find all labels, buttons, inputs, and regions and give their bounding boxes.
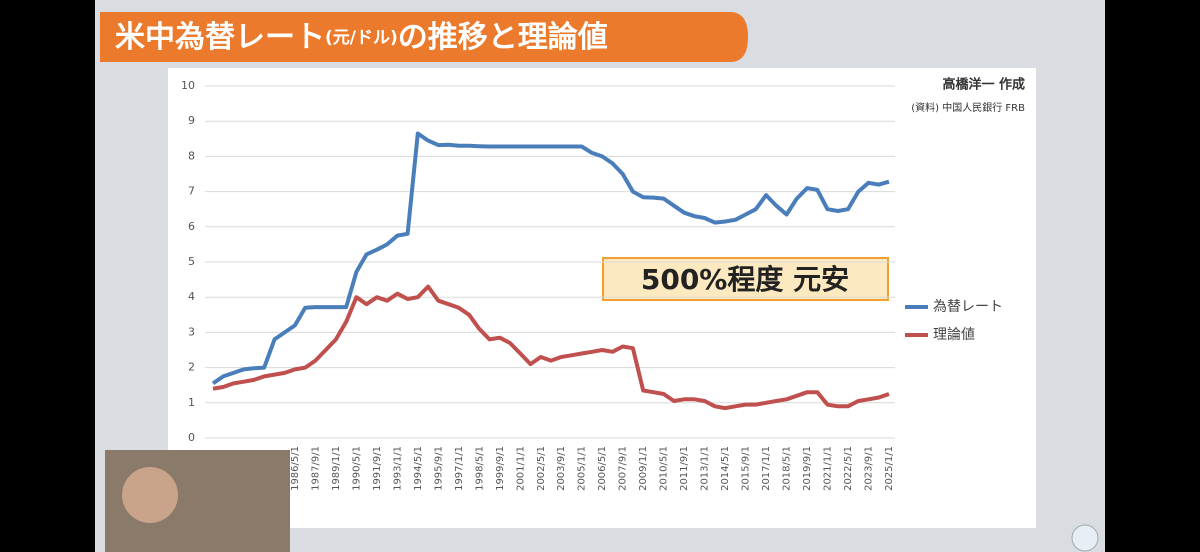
y-tick-label: 3 [188, 325, 195, 338]
y-tick-label: 10 [181, 79, 195, 92]
annotation: 500%程度 元安 [641, 263, 849, 296]
y-tick-label: 5 [188, 255, 195, 268]
x-tick-label: 2003/9/1 [556, 446, 567, 491]
x-tick-label: 1993/1/1 [392, 446, 403, 491]
y-tick-label: 1 [188, 396, 195, 409]
x-tick-label: 2006/5/1 [597, 446, 608, 491]
x-tick-label: 1991/9/1 [372, 446, 383, 491]
x-tick-label: 1998/5/1 [474, 446, 485, 491]
x-tick-label: 2007/9/1 [618, 446, 629, 491]
x-tick-label: 1994/5/1 [413, 446, 424, 491]
x-tick-label: 2023/9/1 [864, 446, 875, 491]
source: (資料) 中国人民銀行 FRB [911, 101, 1025, 114]
series-line [211, 131, 890, 386]
x-tick-label: 2013/1/1 [700, 446, 711, 491]
plot-area: 0 1 2 3 4 5 6 7 8 9 10 1986/5/1 1987/9/1 1989/1/1 1990… [181, 79, 1003, 491]
x-tick-label: 1997/1/1 [454, 446, 465, 491]
y-tick-label: 6 [188, 220, 195, 233]
x-tick-label: 1990/5/1 [351, 446, 362, 491]
x-tick-label: 2002/5/1 [536, 446, 547, 491]
series-line [212, 284, 890, 411]
x-tick-label: 2005/1/1 [577, 446, 588, 491]
x-tick-label: 2010/5/1 [659, 446, 670, 491]
title-banner [100, 12, 748, 62]
y-tick-label: 4 [188, 290, 195, 303]
title-main: 米中為替レート [115, 20, 325, 55]
chart-title: 米中為替レート(元/ドル)の推移と理論値 [115, 20, 608, 55]
x-tick-label: 1989/1/1 [331, 446, 342, 491]
x-tick-label: 2025/1/1 [884, 446, 895, 491]
y-tick-label: 2 [188, 361, 195, 374]
y-tick-label: 0 [188, 431, 195, 444]
y-tick-label: 9 [188, 114, 195, 127]
webcam-person [122, 467, 178, 523]
x-tick-label: 2017/1/1 [761, 446, 772, 491]
x-tick-label: 2021/1/1 [823, 446, 834, 491]
x-tick-label: 2014/5/1 [720, 446, 731, 491]
x-tick-label: 2018/5/1 [782, 446, 793, 491]
title-unit: (元/ドル) [325, 28, 398, 48]
legend-label: 理論値 [933, 327, 975, 343]
x-tick-label: 2015/9/1 [741, 446, 752, 491]
legend-label: 為替レート [933, 299, 1003, 315]
x-tick-label: 2009/1/1 [638, 446, 649, 491]
x-tick-label: 2011/9/1 [679, 446, 690, 491]
channel-logo [1071, 524, 1099, 552]
title-suffix: の推移と理論値 [398, 20, 608, 55]
x-tick-label: 1999/9/1 [495, 446, 506, 491]
y-tick-label: 7 [188, 185, 195, 198]
x-tick-label: 2022/5/1 [843, 446, 854, 491]
x-tick-label: 2019/9/1 [802, 446, 813, 491]
x-tick-label: 2001/1/1 [515, 446, 526, 491]
x-tick-label: 1986/5/1 [290, 446, 301, 491]
x-tick-label: 1995/9/1 [433, 446, 444, 491]
annotation-box [602, 257, 889, 301]
y-tick-label: 8 [188, 149, 195, 162]
credit: 高橋洋一 作成 [942, 77, 1025, 93]
x-tick-label: 1987/9/1 [310, 446, 321, 491]
